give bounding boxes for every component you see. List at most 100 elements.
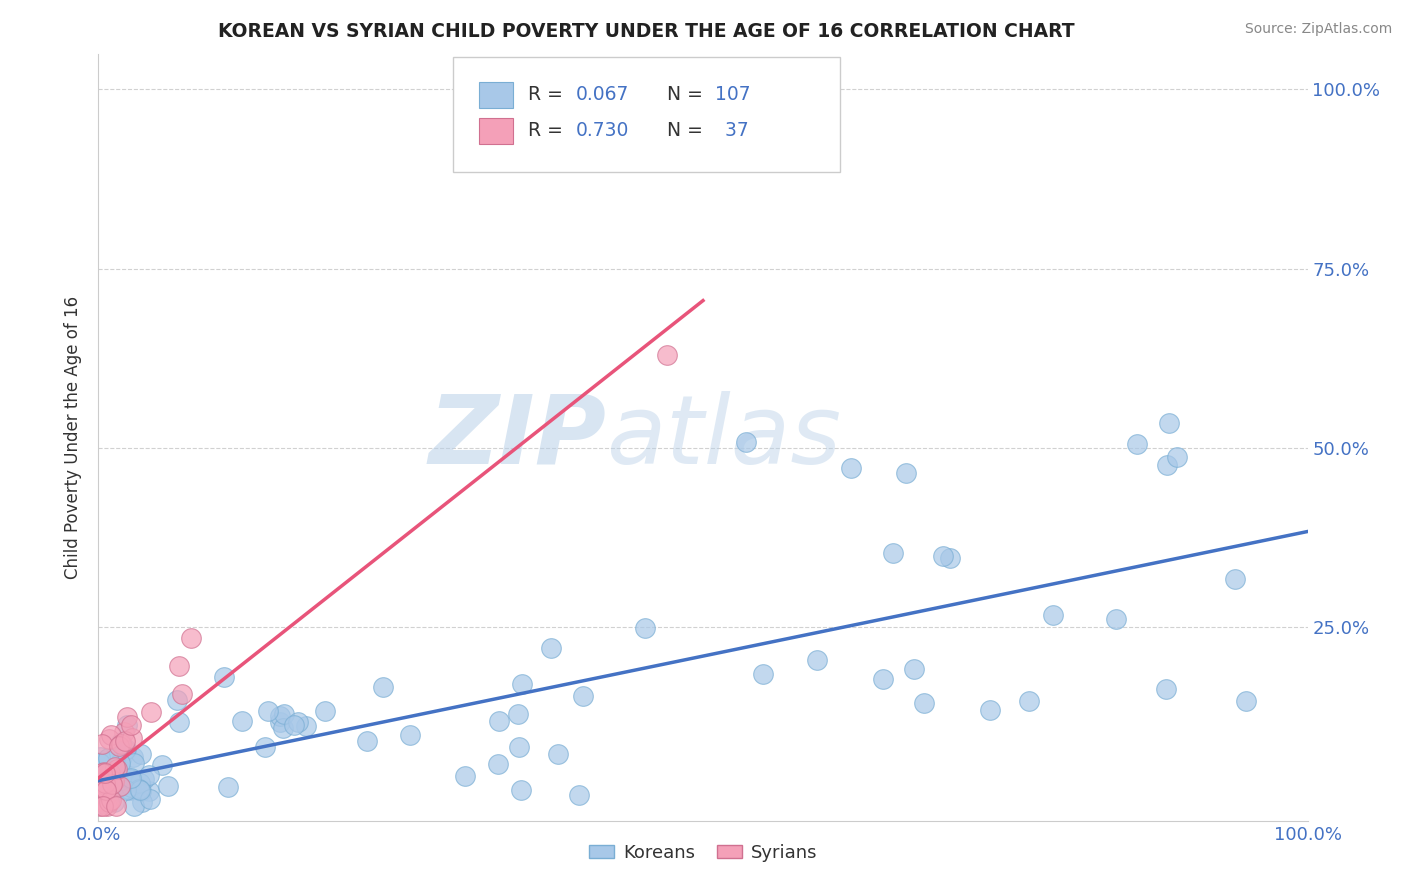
Bar — [479, 118, 513, 144]
Text: 107: 107 — [716, 86, 751, 104]
Point — [882, 546, 904, 560]
Legend: Koreans, Syrians: Koreans, Syrians — [582, 837, 824, 869]
Point — [1156, 458, 1178, 472]
Point — [217, 780, 239, 794]
Point — [540, 640, 562, 655]
Point — [932, 549, 955, 563]
Point — [1159, 416, 1181, 430]
Point — [295, 719, 318, 733]
Point — [120, 780, 142, 794]
Point — [110, 764, 132, 778]
Point — [104, 799, 127, 814]
Point — [110, 734, 132, 748]
Point — [89, 755, 111, 769]
Point — [271, 721, 294, 735]
Point — [96, 799, 118, 814]
Point — [97, 751, 120, 765]
Point — [257, 704, 280, 718]
Text: N =: N = — [666, 86, 709, 104]
Point — [1105, 611, 1128, 625]
Point — [114, 733, 136, 747]
Point — [120, 783, 142, 797]
Point — [107, 739, 129, 753]
Point — [124, 799, 146, 814]
Point — [90, 783, 112, 797]
Point — [114, 742, 136, 756]
Point — [115, 710, 138, 724]
Point — [212, 670, 235, 684]
Point — [122, 756, 145, 770]
Point — [110, 773, 132, 788]
Point — [509, 783, 531, 797]
Point — [96, 754, 118, 768]
Point — [170, 687, 193, 701]
Point — [111, 750, 134, 764]
Point — [93, 778, 115, 792]
Point — [91, 777, 114, 791]
Point — [806, 653, 828, 667]
Point — [399, 728, 422, 742]
Point — [547, 747, 569, 762]
Text: ZIP: ZIP — [429, 391, 606, 483]
Point — [572, 689, 595, 703]
Text: N =: N = — [666, 121, 709, 141]
Text: atlas: atlas — [606, 391, 841, 483]
Point — [1225, 572, 1247, 586]
Point — [107, 762, 129, 776]
Point — [90, 764, 112, 779]
Point — [128, 783, 150, 797]
Point — [134, 772, 156, 786]
Point — [283, 717, 305, 731]
Point — [1234, 694, 1257, 708]
Point — [287, 715, 309, 730]
Point — [124, 781, 146, 796]
Point — [454, 769, 477, 783]
Point — [655, 348, 678, 362]
Point — [90, 784, 112, 798]
Text: Source: ZipAtlas.com: Source: ZipAtlas.com — [1244, 22, 1392, 37]
Text: 37: 37 — [718, 121, 748, 141]
Point — [510, 677, 533, 691]
Point — [1125, 437, 1147, 451]
Point — [98, 766, 121, 780]
Point — [120, 718, 142, 732]
Point — [100, 775, 122, 789]
Point — [110, 737, 132, 751]
Point — [87, 780, 110, 795]
Point — [98, 796, 121, 810]
Point — [139, 705, 162, 719]
Point — [93, 794, 115, 808]
Point — [101, 783, 124, 797]
Point — [91, 786, 114, 800]
Point — [104, 760, 127, 774]
Point — [128, 776, 150, 790]
Point — [131, 795, 153, 809]
Y-axis label: Child Poverty Under the Age of 16: Child Poverty Under the Age of 16 — [65, 295, 83, 579]
Point — [129, 784, 152, 798]
Point — [115, 717, 138, 731]
Point — [94, 766, 117, 780]
Point — [89, 756, 111, 770]
Point — [903, 663, 925, 677]
Point — [273, 706, 295, 721]
Point — [91, 799, 114, 814]
Point — [979, 703, 1001, 717]
Point — [180, 631, 202, 645]
Point — [101, 777, 124, 791]
Point — [100, 793, 122, 807]
Point — [1042, 608, 1064, 623]
Point — [108, 779, 131, 793]
Point — [138, 767, 160, 781]
Point — [114, 743, 136, 757]
Point — [138, 783, 160, 797]
Point — [167, 715, 190, 730]
Point — [103, 750, 125, 764]
Point — [91, 737, 114, 751]
Point — [89, 750, 111, 764]
Point — [120, 772, 142, 786]
Point — [356, 734, 378, 748]
Point — [90, 765, 112, 780]
Point — [129, 747, 152, 761]
Point — [121, 772, 143, 786]
Point — [752, 667, 775, 681]
